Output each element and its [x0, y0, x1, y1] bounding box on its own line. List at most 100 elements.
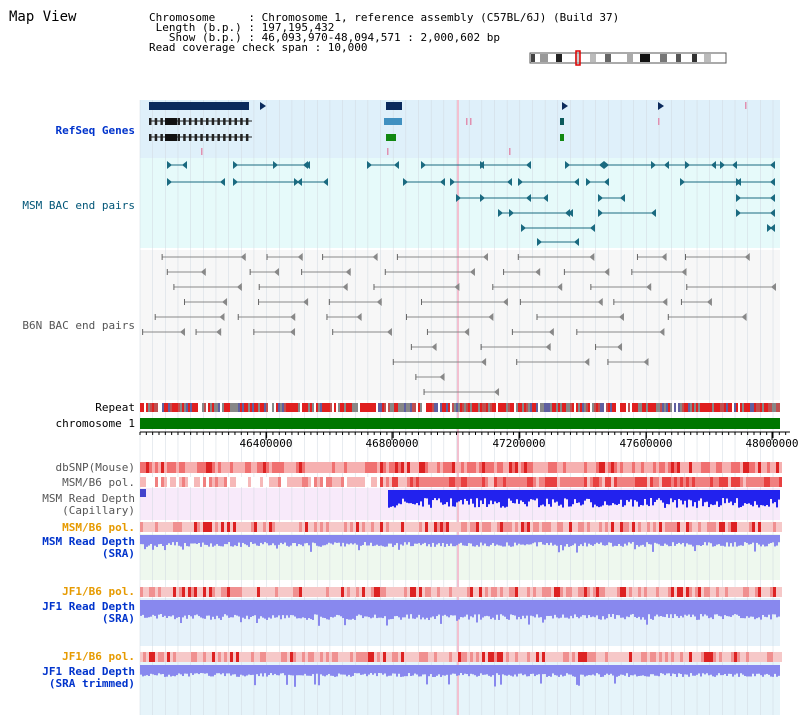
dbsnp-segment	[731, 462, 734, 473]
jf1-sra-depth-bar	[510, 600, 512, 615]
track-label-msm-depth-capillary[interactable]: MSM Read Depth (Capillary)	[42, 493, 135, 517]
repeat-segment	[580, 403, 582, 412]
b6n-bac-end	[662, 298, 668, 306]
capillary-depth-bar	[720, 490, 722, 506]
jf1-pol2-segment	[371, 652, 374, 662]
track-label-refseq-genes[interactable]: RefSeq Genes	[55, 124, 135, 137]
repeat-segment	[188, 403, 190, 412]
jf1-pol2-segment	[416, 652, 419, 662]
track-label-jf1-depth-trimmed[interactable]: JF1 Read Depth (SRA trimmed)	[42, 666, 135, 690]
jf1-sra-depth-bar	[418, 600, 420, 615]
dbsnp-segment	[650, 462, 653, 473]
jf1-pol2-segment	[446, 652, 449, 662]
msm-sra-depth-bar	[272, 535, 274, 544]
b6n-bac-end	[481, 358, 487, 366]
msm-pol-segment	[677, 477, 680, 487]
dbsnp-segment	[215, 462, 218, 473]
track-label-msm-b6-pol-1[interactable]: MSM/B6 pol.	[62, 476, 135, 489]
msm-pol-segment	[401, 477, 404, 487]
jf1-trimmed-depth-bar	[660, 665, 662, 674]
msm-sra-depth-bar	[348, 535, 350, 545]
capillary-depth-bar	[426, 490, 428, 499]
b6n-bac-end	[464, 328, 470, 336]
msm-sra-depth-bar	[164, 535, 166, 551]
repeat-segment	[148, 403, 150, 412]
msm-pol-segment	[215, 477, 218, 487]
jf1-pol-segment	[671, 587, 674, 597]
jf1-sra-depth-bar	[200, 600, 202, 618]
jf1-sra-depth-bar	[340, 600, 342, 617]
jf1-pol-segment	[293, 587, 296, 597]
msm-sra-depth-bar	[506, 535, 508, 543]
msm-pol-segment	[188, 477, 191, 487]
jf1-sra-depth-bar	[296, 600, 298, 619]
jf1-pol2-segment	[287, 652, 290, 662]
jf1-sra-depth-bar	[662, 600, 664, 617]
capillary-depth-bar	[666, 490, 668, 504]
jf1-depth-trim-line2: (SRA trimmed)	[48, 677, 135, 690]
jf1-sra-depth-bar	[622, 600, 624, 618]
jf1-trimmed-depth-bar	[156, 665, 158, 676]
repeat-segment	[350, 403, 352, 412]
jf1-pol-segment	[503, 587, 506, 597]
dbsnp-segment	[746, 462, 749, 473]
msm-sra-pol-segment	[491, 522, 494, 532]
refseq-marker	[466, 118, 468, 125]
repeat-segment	[328, 403, 330, 412]
capillary-depth-bar	[494, 490, 496, 502]
b6n-bac-end	[604, 268, 610, 276]
msm-sra-depth-bar	[176, 535, 178, 543]
msm-sra-depth-bar	[216, 535, 218, 545]
repeat-segment	[502, 403, 504, 412]
track-label-msm-b6-pol-2[interactable]: MSM/B6 pol.	[62, 521, 135, 534]
track-label-jf1-b6-pol-2[interactable]: JF1/B6 pol.	[62, 650, 135, 663]
capillary-depth-bar	[752, 490, 754, 507]
track-label-b6n-bac[interactable]: B6N BAC end pairs	[22, 319, 135, 332]
b6n-bac-end	[372, 253, 378, 261]
dbsnp-segment	[755, 462, 758, 473]
jf1-pol2-segment	[560, 652, 563, 662]
track-label-repeat[interactable]: Repeat	[95, 401, 135, 414]
capillary-depth-bar	[674, 490, 676, 501]
msm-sra-depth-bar	[520, 535, 522, 545]
jf1-pol2-segment	[524, 652, 527, 662]
jf1-pol2-segment	[557, 652, 560, 662]
jf1-trimmed-depth-bar	[460, 665, 462, 674]
dbsnp-segment	[380, 462, 383, 473]
repeat-segment	[578, 403, 580, 412]
track-label-msm-bac[interactable]: MSM BAC end pairs	[22, 199, 135, 212]
track-label-jf1-depth-sra[interactable]: JF1 Read Depth (SRA)	[42, 601, 135, 625]
jf1-sra-depth-bar	[540, 600, 542, 618]
capillary-depth-bar	[692, 490, 694, 507]
jf1-pol-segment	[725, 587, 728, 597]
track-label-dbsnp[interactable]: dbSNP(Mouse)	[55, 461, 135, 474]
jf1-pol2-segment	[695, 652, 698, 662]
jf1-pol-segment	[611, 587, 614, 597]
jf1-pol2-segment	[368, 652, 371, 662]
dbsnp-segment	[314, 462, 317, 473]
msm-sra-depth-bar	[214, 535, 216, 546]
msm-pol-segment	[539, 477, 542, 487]
refseq-exon	[206, 134, 209, 141]
msm-sra-depth-bar	[644, 535, 646, 547]
jf1-pol-segment	[398, 587, 401, 597]
repeat-segment	[230, 403, 232, 412]
repeat-segment	[766, 403, 768, 412]
jf1-sra-depth-bar	[378, 600, 380, 618]
track-label-jf1-b6-pol-1[interactable]: JF1/B6 pol.	[62, 585, 135, 598]
repeat-segment	[404, 403, 406, 412]
jf1-trimmed-depth-bar	[672, 665, 674, 674]
repeat-segment	[566, 403, 568, 412]
repeat-segment	[654, 403, 656, 412]
msm-pol-segment	[506, 477, 509, 487]
track-label-msm-depth-sra[interactable]: MSM Read Depth (SRA)	[42, 536, 135, 560]
repeat-segment	[650, 403, 652, 412]
jf1-pol-segment	[413, 587, 416, 597]
b6n-bac-end	[180, 328, 186, 336]
msm-sra-pol-segment	[740, 522, 743, 532]
capillary-depth-bar	[632, 490, 634, 507]
jf1-sra-depth-bar	[776, 600, 778, 618]
dbsnp-segment	[671, 462, 674, 473]
jf1-sra-depth-bar	[294, 600, 296, 617]
